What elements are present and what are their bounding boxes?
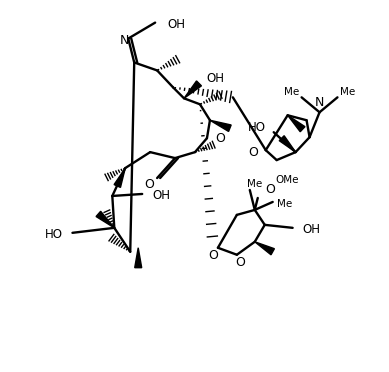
Text: O: O — [266, 183, 276, 196]
Text: N: N — [315, 96, 324, 109]
Text: O: O — [215, 132, 225, 145]
Text: OH: OH — [152, 189, 170, 202]
Text: O: O — [235, 256, 245, 269]
Text: OH: OH — [167, 18, 185, 31]
Text: O: O — [144, 177, 154, 190]
Polygon shape — [210, 120, 231, 131]
Text: OH: OH — [206, 72, 224, 85]
Polygon shape — [114, 168, 125, 187]
Text: OMe: OMe — [276, 175, 299, 185]
Text: HO: HO — [44, 228, 63, 241]
Text: Me: Me — [340, 87, 355, 97]
Text: HO: HO — [248, 121, 266, 134]
Polygon shape — [184, 81, 202, 98]
Text: OH: OH — [303, 223, 321, 236]
Text: Me: Me — [247, 179, 263, 189]
Polygon shape — [279, 136, 296, 152]
Text: Me: Me — [284, 87, 299, 97]
Text: O: O — [248, 145, 258, 158]
Polygon shape — [287, 115, 305, 132]
Polygon shape — [255, 242, 274, 255]
Polygon shape — [96, 211, 114, 228]
Text: O: O — [208, 249, 218, 262]
Text: N: N — [119, 34, 129, 47]
Text: Me: Me — [277, 199, 292, 209]
Polygon shape — [135, 248, 142, 268]
